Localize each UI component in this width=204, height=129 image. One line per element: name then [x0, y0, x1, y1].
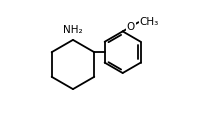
Text: CH₃: CH₃ — [139, 17, 159, 27]
Text: O: O — [127, 22, 135, 32]
Text: NH₂: NH₂ — [62, 25, 82, 35]
